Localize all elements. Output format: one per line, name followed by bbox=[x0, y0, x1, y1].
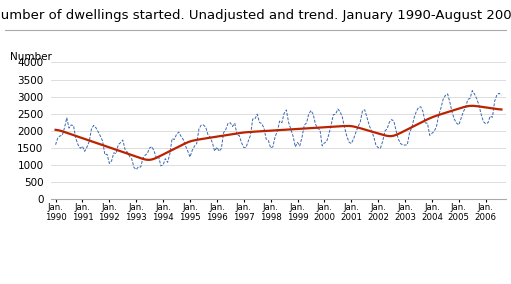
Number of dwellings, trend bbox=[469, 104, 475, 108]
Number of dwellings, trend bbox=[71, 133, 77, 137]
Number of dwellings, trend bbox=[79, 137, 85, 140]
Number of dwellings, trend bbox=[498, 108, 504, 111]
Number of dwellings, trend bbox=[53, 128, 59, 131]
Number of dwellings, unadjusted bbox=[469, 89, 475, 92]
Line: Number of dwellings, trend: Number of dwellings, trend bbox=[56, 106, 501, 160]
Line: Number of dwellings, unadjusted: Number of dwellings, unadjusted bbox=[56, 91, 501, 170]
Number of dwellings, unadjusted bbox=[79, 145, 85, 148]
Number of dwellings, trend bbox=[147, 158, 153, 162]
Number of dwellings, unadjusted bbox=[462, 106, 469, 109]
Number of dwellings, unadjusted bbox=[137, 165, 144, 169]
Number of dwellings, trend bbox=[462, 105, 469, 108]
Number of dwellings, unadjusted bbox=[174, 133, 180, 136]
Number of dwellings, unadjusted bbox=[498, 94, 504, 97]
Text: Number of dwellings started. Unadjusted and trend. January 1990-August 2006: Number of dwellings started. Unadjusted … bbox=[0, 9, 511, 22]
Number of dwellings, unadjusted bbox=[133, 168, 140, 171]
Number of dwellings, unadjusted bbox=[71, 124, 77, 127]
Number of dwellings, unadjusted bbox=[53, 143, 59, 147]
Number of dwellings, trend bbox=[174, 146, 180, 149]
Number of dwellings, trend bbox=[135, 156, 142, 159]
Number of dwellings, unadjusted bbox=[480, 120, 486, 124]
Number of dwellings, trend bbox=[480, 105, 486, 109]
Text: Number: Number bbox=[10, 52, 52, 62]
